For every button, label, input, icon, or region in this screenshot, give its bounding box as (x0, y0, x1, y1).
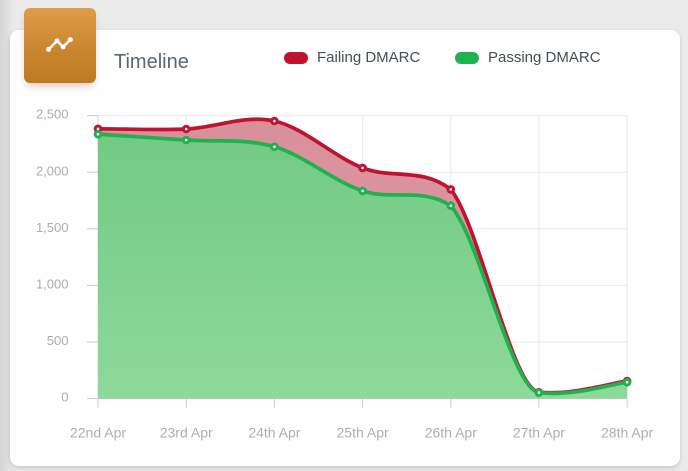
svg-text:22nd Apr: 22nd Apr (70, 425, 126, 441)
svg-text:23rd Apr: 23rd Apr (160, 425, 213, 441)
svg-text:26th Apr: 26th Apr (425, 425, 477, 441)
svg-text:2,500: 2,500 (36, 107, 69, 122)
svg-text:24th Apr: 24th Apr (248, 425, 300, 441)
svg-text:2,000: 2,000 (36, 163, 69, 178)
svg-text:500: 500 (47, 333, 69, 348)
svg-text:25th Apr: 25th Apr (337, 425, 389, 441)
svg-text:1,000: 1,000 (36, 277, 69, 292)
svg-text:0: 0 (61, 390, 68, 405)
svg-text:28th Apr: 28th Apr (601, 425, 653, 441)
svg-text:27th Apr: 27th Apr (513, 425, 565, 441)
svg-text:1,500: 1,500 (36, 220, 69, 235)
